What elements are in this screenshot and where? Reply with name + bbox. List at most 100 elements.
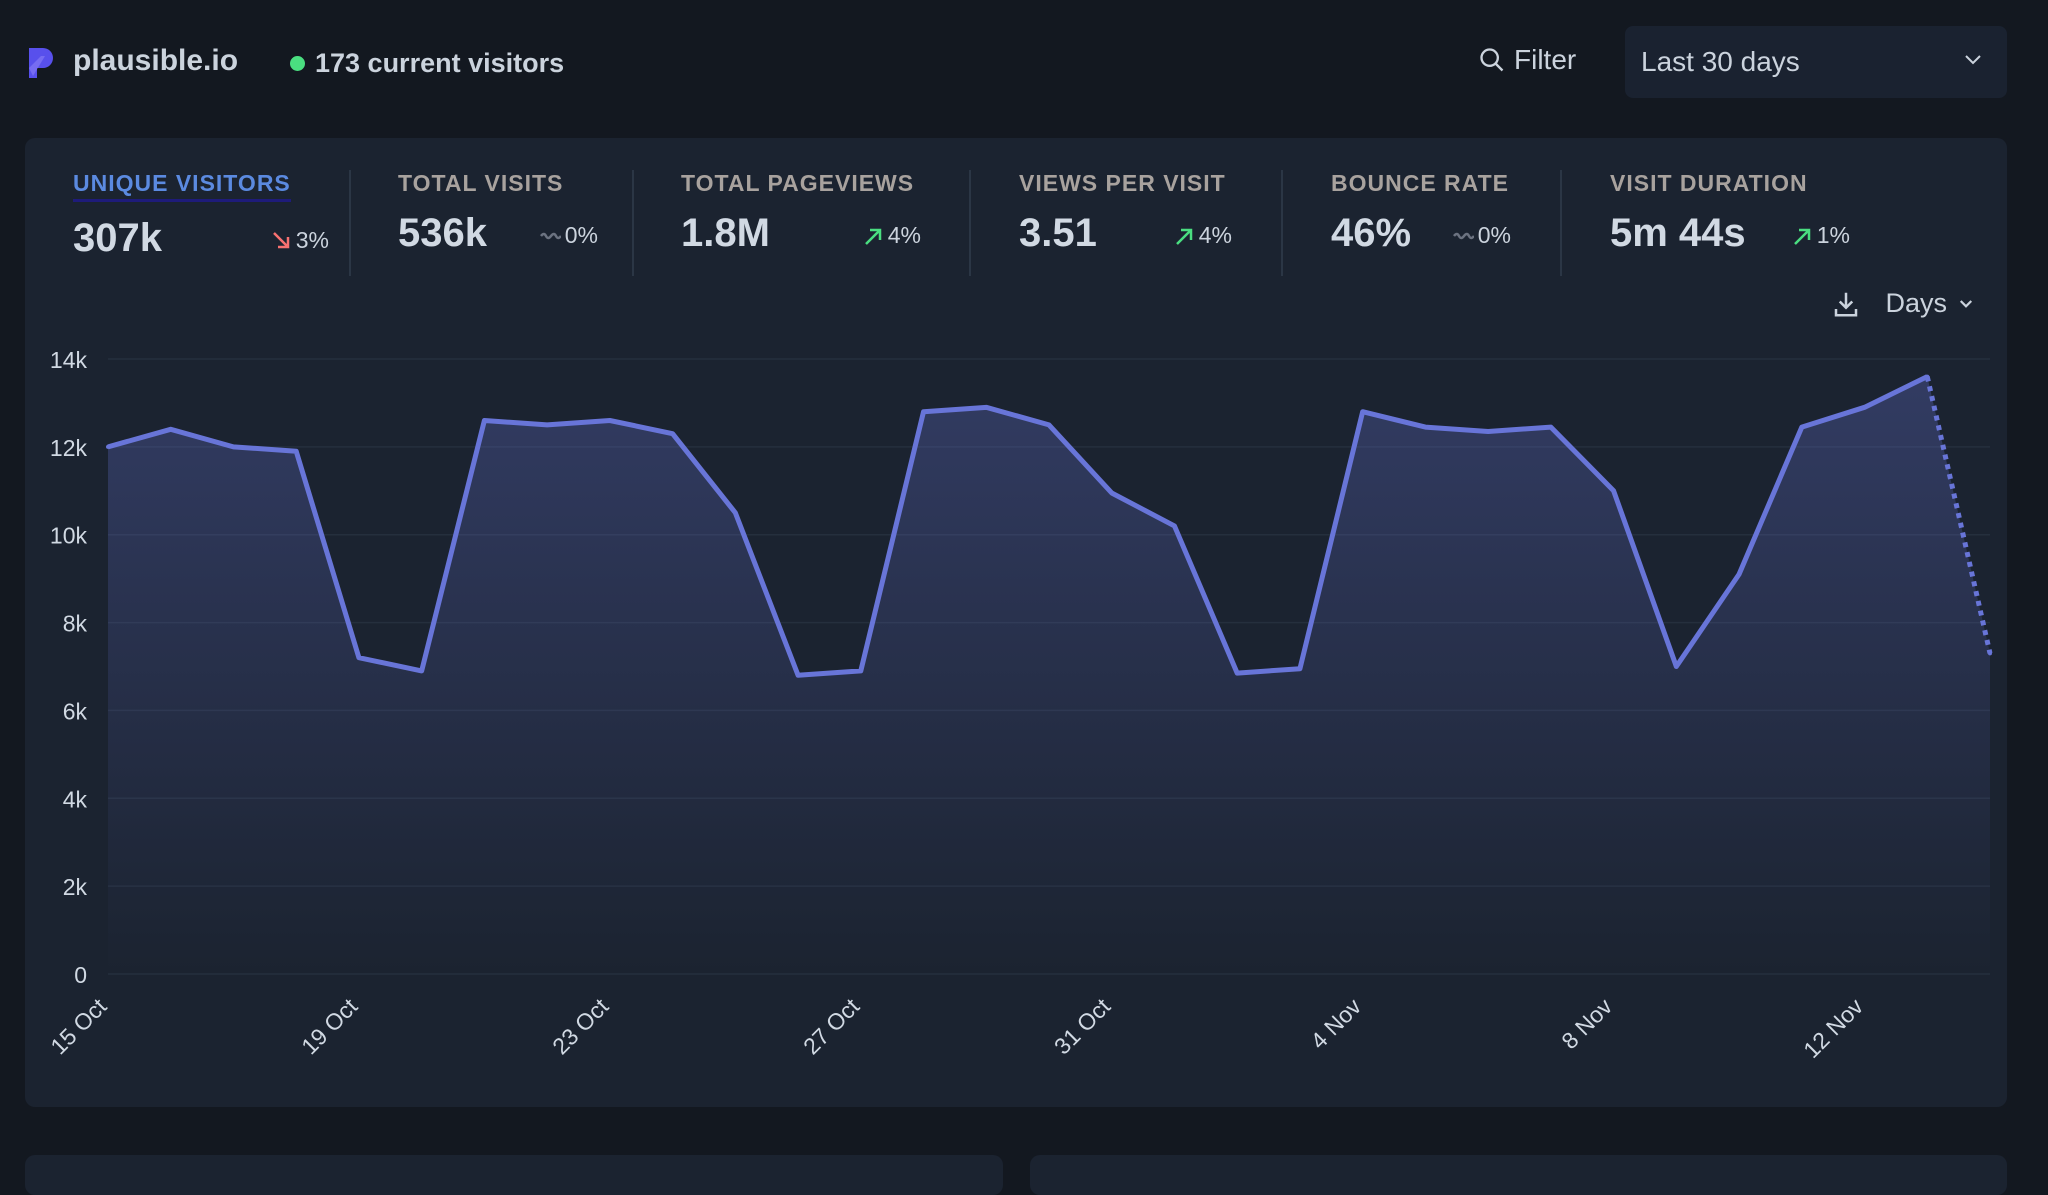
data-point bbox=[1548, 425, 1553, 430]
metric-change: 3% bbox=[270, 227, 329, 254]
data-point bbox=[984, 405, 989, 410]
data-point bbox=[356, 655, 361, 660]
data-point bbox=[482, 418, 487, 423]
data-point bbox=[106, 444, 110, 449]
metric-label: VISIT DURATION bbox=[1610, 170, 1808, 196]
data-point bbox=[545, 422, 550, 427]
metric-value: 536k bbox=[398, 211, 487, 255]
bottom-left-card bbox=[25, 1155, 1003, 1195]
y-tick-label: 4k bbox=[63, 786, 88, 812]
metric-total-visits[interactable]: TOTAL VISITS 536k 0% bbox=[398, 170, 598, 276]
data-point bbox=[1862, 405, 1867, 410]
data-point bbox=[1109, 490, 1114, 495]
interval-label: Days bbox=[1885, 288, 1947, 318]
series-line bbox=[107, 374, 1929, 678]
top-bar: plausible.io 173 current visitors Filter… bbox=[0, 0, 2048, 130]
period-select[interactable]: Last 30 days bbox=[1625, 26, 2007, 98]
filter-label: Filter bbox=[1514, 44, 1577, 75]
data-point bbox=[1423, 425, 1428, 430]
x-tick-label: 15 Oct bbox=[45, 993, 112, 1060]
trend-flat-icon bbox=[1452, 232, 1474, 240]
y-tick-label: 6k bbox=[63, 698, 88, 724]
metric-total-pageviews[interactable]: TOTAL PAGEVIEWS 1.8M 4% bbox=[681, 170, 921, 276]
bottom-right-card bbox=[1030, 1155, 2007, 1195]
x-tick-label: 31 Oct bbox=[1049, 993, 1116, 1060]
metric-change: 0% bbox=[1452, 222, 1511, 249]
metric-divider bbox=[349, 170, 351, 276]
chevron-down-icon bbox=[1965, 55, 1981, 65]
metric-divider bbox=[1560, 170, 1562, 276]
plausible-logo-icon[interactable] bbox=[27, 46, 55, 80]
metric-change-value: 0% bbox=[1477, 221, 1511, 248]
metric-divider bbox=[969, 170, 971, 276]
metric-value: 46% bbox=[1331, 211, 1412, 255]
x-tick-label: 12 Nov bbox=[1798, 993, 1868, 1063]
metric-change: 4% bbox=[862, 222, 921, 249]
current-visitors-label: 173 current visitors bbox=[315, 48, 565, 78]
metric-views-per-visit[interactable]: VIEWS PER VISIT 3.51 4% bbox=[1019, 170, 1232, 276]
data-point bbox=[733, 510, 738, 515]
data-point bbox=[231, 444, 236, 449]
data-point bbox=[607, 418, 612, 423]
metric-value: 5m 44s bbox=[1610, 211, 1746, 255]
y-tick-label: 12k bbox=[50, 435, 88, 461]
trend-up-icon bbox=[1793, 228, 1810, 245]
metric-label: BOUNCE RATE bbox=[1331, 170, 1509, 196]
data-point bbox=[168, 427, 173, 432]
filter-button[interactable]: Filter bbox=[1478, 44, 1576, 76]
trend-down-icon bbox=[272, 232, 289, 249]
y-tick-label: 0 bbox=[74, 962, 87, 988]
data-point bbox=[1799, 425, 1804, 430]
data-point bbox=[1172, 523, 1177, 528]
metric-bounce-rate[interactable]: BOUNCE RATE 46% 0% bbox=[1331, 170, 1511, 276]
metric-label: TOTAL VISITS bbox=[398, 170, 564, 196]
data-point bbox=[1611, 488, 1616, 493]
x-tick-label: 4 Nov bbox=[1305, 993, 1366, 1054]
interval-select[interactable]: Days bbox=[1885, 288, 1975, 319]
data-point bbox=[1235, 671, 1240, 676]
y-tick-label: 10k bbox=[50, 523, 88, 549]
data-point bbox=[1988, 651, 1992, 656]
metric-change: 1% bbox=[1791, 222, 1850, 249]
series-line-incomplete bbox=[1924, 376, 1993, 654]
site-name[interactable]: plausible.io bbox=[73, 44, 239, 77]
x-tick-label: 19 Oct bbox=[296, 993, 363, 1060]
metric-divider bbox=[632, 170, 634, 276]
metric-change-value: 0% bbox=[564, 221, 598, 248]
data-point bbox=[921, 409, 926, 414]
metric-visit-duration[interactable]: VISIT DURATION 5m 44s 1% bbox=[1610, 170, 1850, 276]
area-fill bbox=[108, 376, 1990, 974]
trend-flat-icon bbox=[539, 232, 561, 240]
y-tick-label: 2k bbox=[63, 874, 88, 900]
chevron-down-icon bbox=[1959, 299, 1973, 308]
trend-up-icon bbox=[1175, 228, 1192, 245]
data-point bbox=[1297, 666, 1302, 671]
metric-change-value: 4% bbox=[1198, 221, 1232, 248]
current-visitors[interactable]: 173 current visitors bbox=[290, 48, 564, 79]
metric-change-value: 1% bbox=[1816, 221, 1850, 248]
main-graph-card: UNIQUE VISITORS 307k 3% TOTAL VISITS 536k… bbox=[25, 138, 2007, 1107]
metric-label: TOTAL PAGEVIEWS bbox=[681, 170, 915, 196]
data-point bbox=[419, 668, 424, 673]
metric-change-value: 3% bbox=[295, 226, 329, 253]
metric-value: 1.8M bbox=[681, 211, 770, 255]
chart-tools: Days bbox=[1831, 288, 1975, 319]
data-point bbox=[670, 431, 675, 436]
data-point bbox=[1925, 374, 1930, 379]
period-label: Last 30 days bbox=[1641, 46, 1800, 77]
data-point bbox=[858, 668, 863, 673]
metric-unique-visitors[interactable]: UNIQUE VISITORS 307k 3% bbox=[73, 170, 329, 276]
data-point bbox=[1737, 572, 1742, 577]
metric-change: 0% bbox=[539, 222, 598, 249]
live-dot-icon bbox=[290, 56, 305, 71]
trend-up-icon bbox=[864, 228, 881, 245]
x-tick-label: 23 Oct bbox=[547, 993, 614, 1060]
y-tick-label: 8k bbox=[63, 611, 88, 637]
metric-label: UNIQUE VISITORS bbox=[73, 170, 291, 202]
data-point bbox=[294, 449, 299, 454]
metric-value: 3.51 bbox=[1019, 211, 1097, 255]
x-tick-label: 27 Oct bbox=[798, 993, 865, 1060]
visitors-chart: 0 2k 4k 6k 8k 10k 12k 14k 15 Oct 19 Oct 23 Oct 27 O… bbox=[45, 347, 1993, 1063]
download-icon[interactable] bbox=[1831, 289, 1861, 319]
metric-label: VIEWS PER VISIT bbox=[1019, 170, 1226, 196]
